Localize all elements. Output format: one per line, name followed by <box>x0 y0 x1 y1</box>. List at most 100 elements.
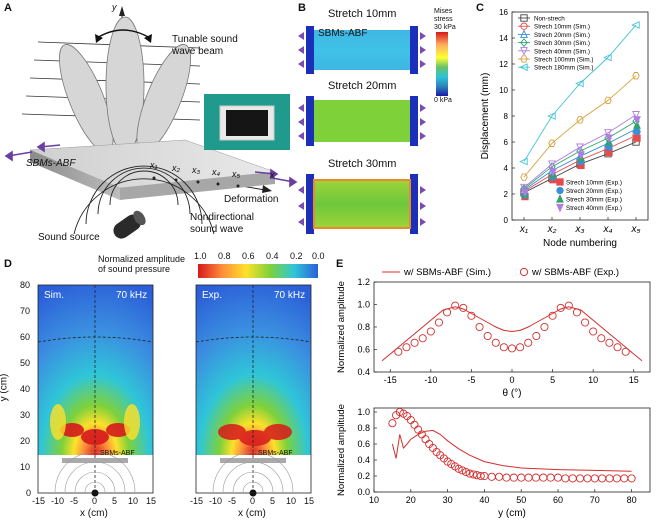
e-top-xtick-label: 10 <box>588 375 598 385</box>
e-bottom-xtick-label: 10 <box>369 495 379 505</box>
e-bottom-exp-point <box>590 474 599 483</box>
c-series-point <box>631 21 640 29</box>
a-node-markers <box>152 176 240 188</box>
d-sim-freq: 70 kHz <box>116 290 148 301</box>
e-bottom-frame <box>373 407 651 493</box>
c-exp-legend-marker <box>556 203 564 213</box>
a-node-5: x₅ <box>232 169 241 179</box>
c-series-point <box>575 79 584 88</box>
e-top-exp-point <box>621 347 630 356</box>
d-ytick-20: 20 <box>20 436 31 446</box>
d-xtick-r1: -15 <box>190 496 204 506</box>
panel-a: A <box>0 0 300 250</box>
chart-c: 0 2 4 6 8 10 12 14 16 x₁ x₂ x₃ x₄ x₅ Node numbering Dis… <box>480 8 649 249</box>
d-xlabel-right: x (cm) <box>238 508 266 519</box>
c-series-point <box>604 96 612 105</box>
a-sbm-label: SBMs-ABF <box>26 158 76 169</box>
e-top-exp-point <box>402 343 411 352</box>
c-series-point <box>548 160 556 169</box>
d-xtick-r6: 10 <box>286 496 297 506</box>
a-sound-waves <box>73 165 215 235</box>
d-ytick-50: 50 <box>20 358 31 368</box>
panel-a-illustration <box>4 6 298 239</box>
e-bottom-xtick-label: 50 <box>516 495 526 505</box>
e-bottom-xtick-label: 80 <box>627 495 637 505</box>
e-bottom-ytick-label: 1.0 <box>357 407 370 417</box>
c-exp-point <box>521 189 529 198</box>
e-top-exp-point <box>410 338 419 347</box>
c-ytick-label: 16 <box>499 8 508 17</box>
e-bottom-exp-point <box>524 473 533 482</box>
e-bottom-ylabel: Normalized amplitude <box>336 404 347 496</box>
c-ytick-label: 4 <box>504 164 509 173</box>
e-bottom-ytick-label: 0.4 <box>357 455 370 465</box>
e-top-exp-point <box>394 347 403 356</box>
d-cbar-tick-2: 0.8 <box>218 251 231 261</box>
d-ytick-70: 70 <box>20 306 31 316</box>
d-cbar-tick-5: 0.2 <box>290 251 303 261</box>
a-deformation-label: Deformation <box>224 194 279 205</box>
a-rotate-arrow <box>96 29 151 39</box>
b-stretch-label-2: Stretch 20mm <box>328 80 397 92</box>
e-top-xtick-label: -10 <box>424 375 437 385</box>
c-exp-point <box>633 116 641 125</box>
d-xtick-l2: -10 <box>51 496 65 506</box>
e-bottom-exp-point <box>561 474 570 483</box>
d-map-exp <box>195 284 312 497</box>
e-bottom-exp-point <box>458 466 467 475</box>
c-series-point <box>576 143 584 153</box>
e-top-exp-point <box>507 344 517 353</box>
e-top-exp-point <box>572 308 581 317</box>
d-ytick-0: 0 <box>26 488 32 498</box>
e-bottom-exp-point <box>388 419 397 428</box>
e-top-exp-point <box>548 311 557 320</box>
a-plate-front <box>30 150 120 200</box>
b-sample-20mm <box>306 96 418 146</box>
d-exp-tag: Exp. <box>202 290 223 301</box>
e-top-exp-point <box>443 308 452 317</box>
e-bottom-exp-point <box>598 474 607 483</box>
e-top-exp-point <box>524 338 533 347</box>
c-exp-point <box>577 151 585 160</box>
c-series-point <box>576 116 584 124</box>
e-bottom-xtick-label: 70 <box>590 495 600 505</box>
panel-d-label: D <box>4 258 12 270</box>
panel-c-label: C <box>476 2 484 14</box>
e-bottom-exp-point <box>465 469 474 478</box>
panel-e: E -15 -10 -5 0 5 10 15 0.4 0.6 0.8 1.0 1.2 θ (°) Norm… <box>332 252 658 521</box>
d-ylabel: y (cm) <box>0 373 10 402</box>
c-series-point <box>520 183 528 193</box>
b-stretch-arrows <box>298 32 426 226</box>
e-top-exp-point <box>613 343 622 352</box>
e-top-exp-point <box>581 318 590 327</box>
e-bottom-exp-point <box>421 435 430 444</box>
e-bottom-exp-point <box>553 473 563 482</box>
c-series-point <box>547 112 556 120</box>
e-legend-sim-label: w/ SBMs-ABF (Sim.) <box>403 267 491 278</box>
d-sbm-label-left: SBMs-ABF <box>100 450 135 457</box>
d-cbar-tick-3: 0.6 <box>242 251 255 261</box>
c-legend-label: Strech 30mm (Sim.) <box>534 40 590 47</box>
c-series-point <box>520 173 528 181</box>
e-top-exp-point <box>451 301 460 310</box>
e-bottom-xtick-label: 60 <box>553 495 563 505</box>
e-top-exp-point <box>532 331 541 341</box>
d-cbar-tick-6: 0.0 <box>312 251 325 261</box>
c-xtick-label: x₃ <box>575 224 585 235</box>
b-sbm-label: SBMs-ABF <box>318 28 368 39</box>
c-legend-label: Strech 20mm (Sim.) <box>534 32 590 39</box>
e-bottom-exp-point <box>546 473 555 482</box>
b-colorbar <box>436 32 448 96</box>
e-top-exp-point <box>597 334 606 343</box>
e-top-xtick-label: -15 <box>384 375 397 385</box>
c-series-point <box>548 139 556 147</box>
e-top-ytick-label: 0.8 <box>357 322 370 332</box>
c-ytick-label: 2 <box>504 190 509 199</box>
a-photo-inset <box>204 94 290 150</box>
a-node-3: x₃ <box>192 165 201 175</box>
e-bottom-xtick-label: 40 <box>479 495 489 505</box>
a-beam-lobes <box>59 16 191 154</box>
c-legend-label: Strech 40mm (Sim.) <box>534 48 590 55</box>
e-bottom-exp-point <box>568 474 577 483</box>
e-top-sim-line <box>381 306 643 362</box>
